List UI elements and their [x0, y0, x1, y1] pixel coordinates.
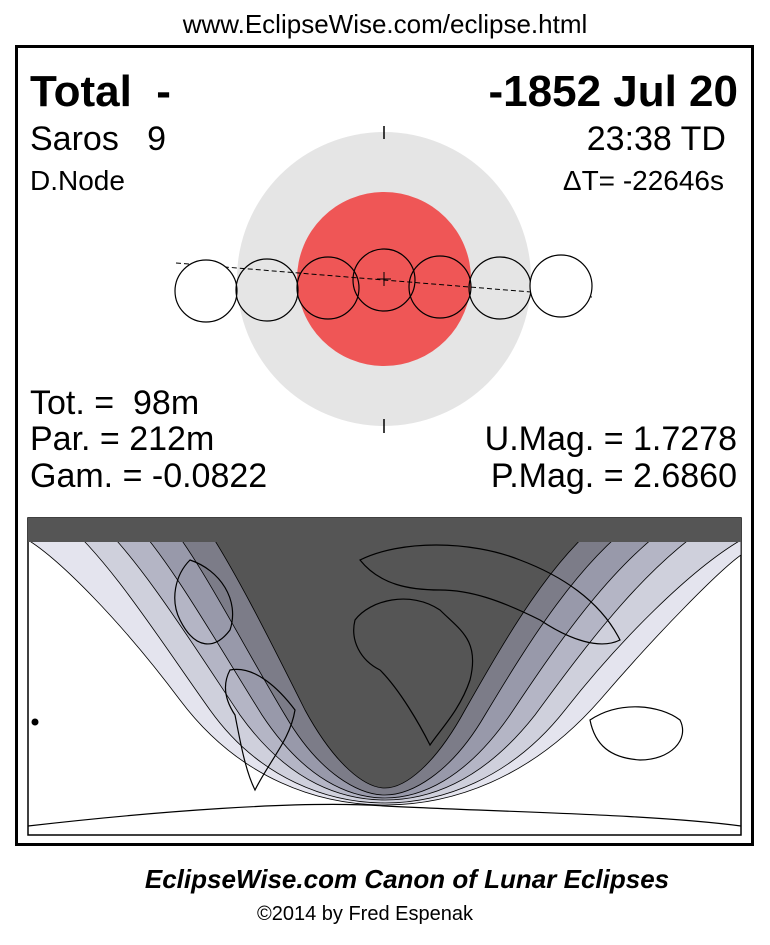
- umbral-mag: U.Mag. = 1.7278: [485, 420, 737, 458]
- totality: Tot. = 98m: [30, 384, 199, 422]
- footer-credit: ©2014 by Fred Espenak: [257, 903, 474, 925]
- time: 23:38 TD: [587, 120, 726, 158]
- saros: Saros 9: [30, 120, 166, 158]
- partial: Par. = 212m: [30, 420, 214, 458]
- map-marker: [31, 718, 39, 726]
- date: -1852 Jul 20: [489, 67, 739, 116]
- footer-title: EclipseWise.com Canon of Lunar Eclipses: [145, 864, 669, 894]
- visibility-map: [27, 517, 742, 836]
- url: www.EclipseWise.com/eclipse.html: [182, 9, 588, 39]
- coastlines: [28, 544, 741, 827]
- eclipse-type: Total -: [30, 67, 171, 116]
- delta-t: ΔT= -22646s: [563, 165, 724, 196]
- penumbral-mag: P.Mag. = 2.6860: [491, 457, 737, 495]
- moon-positions: [174, 248, 593, 323]
- eclipse-diagram: [174, 126, 593, 433]
- node: D.Node: [30, 165, 125, 196]
- gamma: Gam. = -0.0822: [30, 457, 267, 495]
